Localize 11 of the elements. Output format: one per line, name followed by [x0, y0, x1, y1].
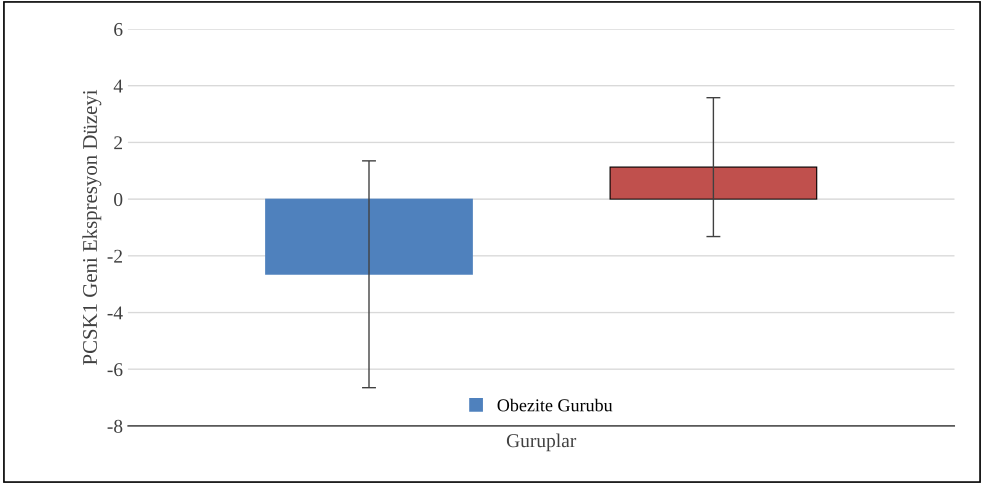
- legend-label: Obezite Gurubu: [498, 398, 612, 412]
- y-tick-label: 2: [114, 136, 122, 150]
- y-tick-label: -4: [108, 306, 123, 320]
- y-tick-label: 6: [114, 22, 122, 36]
- y-tick-label: -2: [108, 250, 122, 263]
- y-tick-label: 4: [114, 80, 123, 92]
- y-tick-label: -6: [108, 363, 122, 376]
- y-axis-title: PCSK1 Geni Ekspresyon Düzeyi: [82, 90, 102, 365]
- x-axis-title: Guruplar: [506, 434, 576, 452]
- y-tick-label: -8: [108, 420, 122, 433]
- y-tick-label: 0: [114, 192, 122, 206]
